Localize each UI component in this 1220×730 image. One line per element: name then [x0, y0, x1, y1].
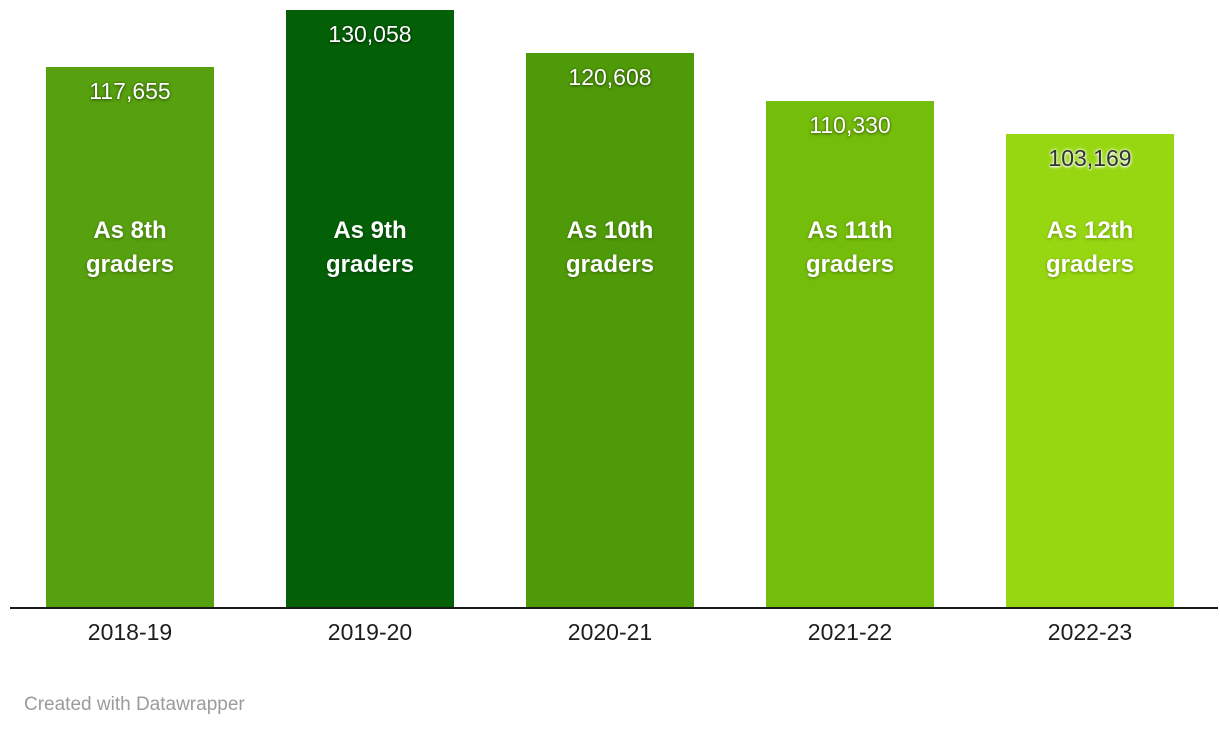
x-tick-label-2022-23: 2022-23	[1047, 619, 1133, 645]
bar-inside-label: As 8th graders	[85, 217, 175, 278]
x-tick-label-2018-19: 2018-19	[87, 619, 173, 645]
bar-2018-19[interactable]: 117,655 As 8th graders	[46, 67, 214, 608]
datawrapper-credit-link[interactable]: Created with Datawrapper	[24, 694, 245, 715]
bar-2020-21[interactable]: 120,608 As 10th graders	[526, 53, 694, 608]
bar-value-label: 120,608	[568, 64, 652, 90]
bar-value-label: 110,330	[809, 112, 891, 138]
bar-value-label: 117,655	[89, 78, 171, 104]
x-tick-label-2019-20: 2019-20	[327, 619, 413, 645]
bar-2022-23[interactable]: 103,169 As 12th graders	[1006, 134, 1174, 608]
bar-inside-label: As 9th graders	[325, 217, 415, 278]
bar-2019-20[interactable]: 130,058 As 9th graders	[286, 10, 454, 608]
bar-2021-22[interactable]: 110,330 As 11th graders	[766, 101, 934, 608]
bar-value-label: 130,058	[328, 21, 412, 47]
x-axis-line	[10, 607, 1218, 609]
x-tick-label-2021-22: 2021-22	[807, 619, 893, 645]
x-tick-label-2020-21: 2020-21	[567, 619, 653, 645]
bar-inside-label: As 10th graders	[565, 217, 655, 278]
bar-value-label: 103,169	[1048, 145, 1132, 171]
bar-inside-label: As 11th graders	[805, 217, 895, 278]
bar-inside-label: As 12th graders	[1045, 217, 1135, 278]
